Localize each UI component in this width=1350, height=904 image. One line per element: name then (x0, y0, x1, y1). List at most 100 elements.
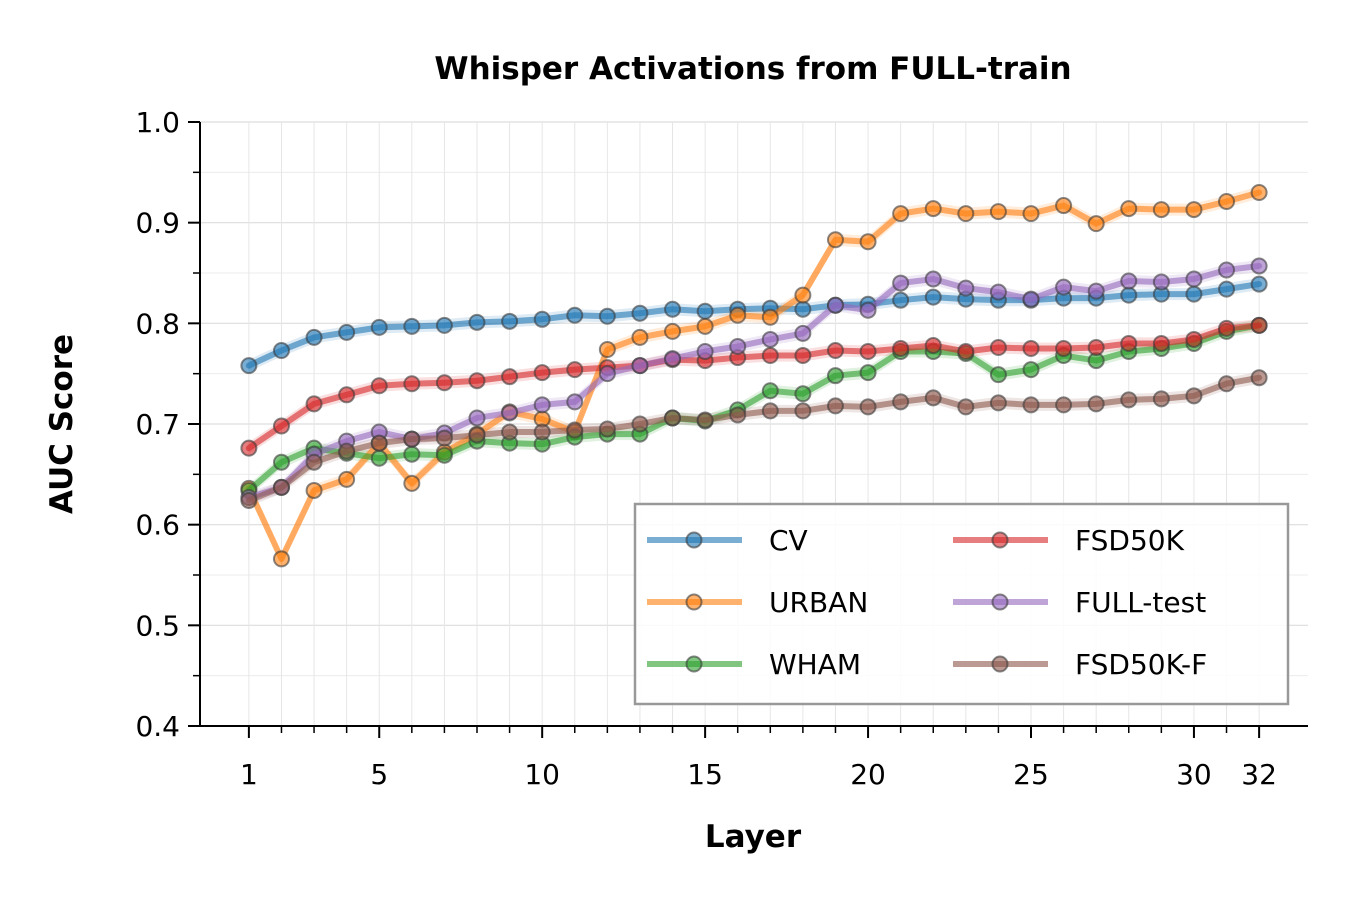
data-point-full-test (1250, 257, 1268, 275)
data-point-wham (1022, 361, 1040, 379)
data-point-full-test (924, 270, 942, 288)
data-point-urban (664, 322, 682, 340)
data-point-full-test (892, 274, 910, 292)
data-point-fsd50k-f (892, 393, 910, 411)
legend-label-fsd50k-f: FSD50K-F (1075, 648, 1207, 681)
data-point-fsd50k-f (859, 398, 877, 416)
data-point-cv (370, 318, 388, 336)
data-point-cv (794, 300, 812, 318)
data-point-fsd50k (892, 340, 910, 357)
legend-marker (685, 531, 703, 549)
x-tick-label: 10 (524, 758, 560, 791)
data-point-full-test (826, 296, 844, 314)
data-point-cv (305, 328, 323, 346)
legend-label-urban: URBAN (769, 586, 868, 619)
data-point-fsd50k-f (272, 478, 290, 496)
data-point-urban (761, 308, 779, 326)
data-point-cv (272, 342, 290, 360)
y-axis-label: AUC Score (44, 334, 80, 514)
data-point-fsd50k-f (468, 426, 486, 444)
data-point-full-test (468, 409, 486, 427)
data-point-fsd50k (1087, 338, 1105, 356)
data-point-fsd50k-f (370, 434, 388, 452)
data-point-urban (305, 481, 323, 499)
y-tick-label: 0.9 (135, 207, 180, 240)
data-point-fsd50k (794, 347, 812, 365)
data-point-full-test (761, 330, 779, 348)
data-point-cv (338, 323, 356, 341)
data-point-cv (566, 306, 584, 324)
data-point-fsd50k (533, 364, 551, 382)
data-point-fsd50k (826, 342, 844, 360)
legend-item-fsd50k: FSD50K (953, 524, 1185, 557)
data-point-full-test (989, 283, 1007, 301)
series-fsd50k-f (240, 369, 1268, 510)
data-point-urban (826, 231, 844, 249)
x-tick-label: 1 (240, 758, 258, 791)
data-point-urban (403, 474, 421, 492)
data-point-full-test (1185, 270, 1203, 288)
legend-item-fsd50k-f: FSD50K-F (953, 648, 1207, 681)
data-point-full-test (1152, 273, 1170, 291)
data-point-urban (1152, 201, 1170, 219)
data-point-fsd50k (1250, 316, 1268, 334)
data-point-full-test (1087, 282, 1105, 300)
data-point-fsd50k-f (435, 429, 453, 447)
data-point-fsd50k-f (598, 420, 616, 438)
data-point-fsd50k (566, 361, 584, 379)
legend-item-full-test: FULL-test (953, 586, 1206, 619)
data-point-full-test (1218, 261, 1236, 279)
x-tick-label: 20 (850, 758, 886, 791)
legend-label-cv: CV (769, 524, 808, 557)
data-point-fsd50k-f (501, 423, 519, 441)
data-point-cv (664, 300, 682, 318)
legend-label-full-test: FULL-test (1075, 586, 1206, 619)
y-axis-ticks: 0.4 0.5 0.6 0.7 0.8 0.9 1.0 (135, 106, 200, 743)
data-point-urban (1087, 215, 1105, 233)
data-point-fsd50k-f (826, 397, 844, 415)
data-point-fsd50k (1120, 334, 1138, 352)
data-point-cv (924, 288, 942, 306)
data-point-cv (1185, 285, 1203, 303)
data-point-fsd50k (924, 336, 942, 354)
data-point-fsd50k-f (338, 442, 356, 460)
data-point-urban (1218, 193, 1236, 211)
chart-title: Whisper Activations from FULL-train (434, 51, 1071, 87)
data-point-fsd50k (305, 395, 323, 413)
legend: CV URBAN WHAM FSD50K FULL-test FSD50K-F (633, 502, 1290, 706)
data-point-urban (1250, 183, 1268, 201)
data-point-wham (272, 453, 290, 471)
data-point-fsd50k-f (533, 423, 551, 441)
data-point-full-test (794, 324, 812, 342)
data-point-fsd50k (338, 386, 356, 404)
data-point-fsd50k-f (989, 394, 1007, 412)
data-point-full-test (696, 343, 714, 361)
data-point-fsd50k (1218, 319, 1236, 337)
data-point-fsd50k-f (403, 430, 421, 448)
legend-label-fsd50k: FSD50K (1075, 524, 1185, 557)
data-point-urban (859, 233, 877, 251)
data-point-cv (631, 304, 649, 322)
data-point-fsd50k (1055, 340, 1073, 357)
data-point-fsd50k-f (664, 409, 682, 427)
legend-marker (991, 531, 1009, 549)
y-tick-label: 0.4 (135, 710, 180, 743)
data-point-wham (989, 366, 1007, 384)
data-point-cv (240, 357, 258, 375)
data-point-fsd50k-f (1120, 391, 1138, 409)
data-point-urban (892, 205, 910, 223)
data-point-fsd50k (272, 417, 290, 435)
data-point-fsd50k-f (240, 492, 258, 510)
series-lines (240, 183, 1268, 568)
data-point-cv (403, 317, 421, 335)
data-point-full-test (664, 350, 682, 368)
data-point-fsd50k (501, 368, 519, 386)
x-tick-label: 15 (687, 758, 723, 791)
data-point-fsd50k-f (1152, 390, 1170, 408)
y-tick-label: 0.8 (135, 307, 180, 340)
data-point-fsd50k-f (729, 406, 747, 424)
data-point-fsd50k (957, 343, 975, 361)
y-tick-label: 0.7 (135, 408, 180, 441)
x-tick-label: 30 (1176, 758, 1212, 791)
